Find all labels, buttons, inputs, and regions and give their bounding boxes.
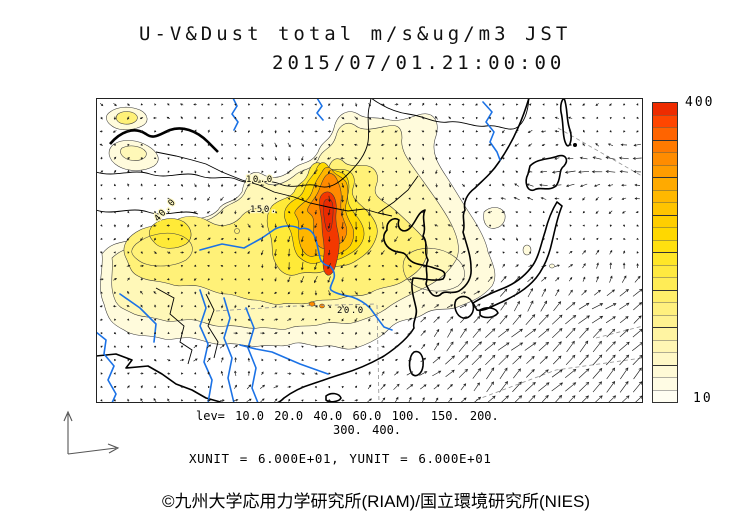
mountain-ridge-line [109, 127, 219, 153]
colorbar-segment [653, 177, 677, 190]
colorbar-segment [653, 389, 677, 402]
dust-map: 10.0 150. 40.0 20.0 [95, 97, 644, 406]
river-salween [223, 297, 235, 404]
river-north-b [316, 97, 324, 121]
river-yellow [199, 225, 393, 331]
credit-line: ©九州大学応用力学研究所(RIAM)/国立環境研究所(NIES) [161, 492, 591, 511]
coast-mainland [275, 97, 530, 404]
colorbar-segment [653, 189, 677, 202]
colorbar-segment [653, 377, 677, 390]
patch-northwest-b-core [120, 145, 147, 161]
dust-contour-fills [100, 106, 555, 350]
wind-vectors-layer [99, 102, 644, 406]
river-mekong [199, 289, 213, 404]
spot-orange-b [319, 303, 325, 309]
patch-northwest-a-core [115, 111, 138, 125]
coast-kyushu [454, 295, 475, 319]
colorbar-segment [653, 202, 677, 215]
colorbar-max-label: 400 [685, 95, 715, 110]
patch-honshu [522, 244, 532, 256]
map-frame [96, 98, 643, 403]
colorbar-segment [653, 339, 677, 352]
grid-units-line: XUNIT = 6.000E+01, YUNIT = 6.000E+01 [189, 451, 492, 466]
axis-orientation-icon [63, 410, 120, 455]
colorbar-segment [653, 314, 677, 327]
river-irrawaddy [245, 307, 259, 404]
river-pearl [239, 344, 329, 375]
timestamp: 2015/07/01.21:00:00 [272, 52, 566, 74]
contour-lines [131, 228, 465, 292]
wind-vector-arrows [99, 102, 644, 406]
colorbar-segment [653, 277, 677, 290]
colorbar-segment [653, 214, 677, 227]
colorbar-segment [653, 289, 677, 302]
contour-label: 10.0 [246, 175, 274, 185]
colorbar-segment [653, 302, 677, 315]
coastlines [95, 97, 572, 404]
colorbar-min-label: 10 [693, 391, 713, 406]
coast-taiwan [408, 350, 424, 377]
rivers [95, 97, 501, 404]
colorbar-segment [653, 352, 677, 365]
contour-levels-line-2: 300. 400. [333, 423, 402, 437]
colorbar-segment [653, 264, 677, 277]
dashed-lines [215, 127, 644, 404]
colorbar-segment [653, 227, 677, 240]
patch-honshu-small [549, 263, 555, 269]
contour-levels-line-1: lev= 10.0 20.0 40.0 60.0 100. 150. 200. [196, 409, 499, 423]
colorbar [652, 102, 678, 403]
colorbar-segment [653, 139, 677, 152]
colorbar-segment [653, 152, 677, 165]
patch-manchuria [483, 207, 506, 229]
river-southwest [95, 331, 117, 404]
contour-label: 20.0 [337, 306, 365, 316]
colorbar-segment [653, 239, 677, 252]
river-north-a [231, 97, 239, 131]
coast-honshu [472, 201, 563, 312]
coast-sakhalin [559, 97, 572, 147]
contour-label: 150. [250, 205, 278, 215]
island-dot [573, 143, 577, 147]
spot-orange-a [308, 301, 316, 307]
colorbar-segment [653, 252, 677, 265]
coast-south-asia [95, 353, 225, 404]
colorbar-segment [653, 127, 677, 140]
colorbar-segment [653, 164, 677, 177]
page-title: U-V&Dust total m/s&ug/m3 JST [139, 23, 572, 45]
colorbar-segment [653, 364, 677, 377]
river-amur-trib [482, 101, 501, 161]
colorbar-segment [653, 103, 677, 115]
colorbar-segment [653, 114, 677, 127]
coast-hainan [325, 392, 342, 403]
colorbar-segment [653, 327, 677, 340]
coast-hokkaido [525, 154, 568, 192]
